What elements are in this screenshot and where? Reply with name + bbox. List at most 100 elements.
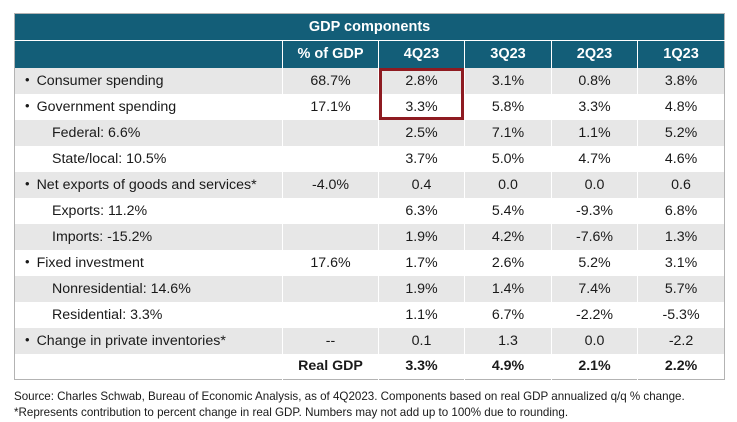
table-row: • Consumer spending 68.7% 2.8% 3.1% 0.8% 3.8% xyxy=(14,67,725,94)
row-label: • Net exports of goods and services* xyxy=(14,171,283,198)
real-gdp-label: Real GDP xyxy=(282,353,379,380)
row-label: Imports: -15.2% xyxy=(14,223,283,250)
column-header-blank xyxy=(14,40,283,68)
value-1q23: 4.8% xyxy=(636,93,725,120)
table-row: • Change in private inventories* -- 0.1 1.3 0… xyxy=(14,327,725,354)
value-1q23: 3.8% xyxy=(636,67,725,94)
bullet-icon: • xyxy=(25,331,30,347)
value-4q23: 1.9% xyxy=(378,275,465,302)
gdp-components-table: GDP components % of GDP 4Q23 3Q23 2Q23 1Q23 … xyxy=(14,13,726,380)
value-3q23: 5.8% xyxy=(464,93,552,120)
row-label xyxy=(14,353,283,380)
column-header-4q23: 4Q23 xyxy=(378,40,465,68)
row-label: • Government spending xyxy=(14,93,283,120)
value-3q23: 5.4% xyxy=(464,197,552,224)
value-4q23: 0.1 xyxy=(378,327,465,354)
title-row: GDP components xyxy=(14,13,725,41)
pct-of-gdp-value xyxy=(282,223,379,250)
source-line-2: *Represents contribution to percent chan… xyxy=(14,406,569,420)
pct-of-gdp-value xyxy=(282,197,379,224)
value-2q23: -2.2% xyxy=(551,301,638,328)
value-4q23: 6.3% xyxy=(378,197,465,224)
value-2q23: 0.8% xyxy=(551,67,638,94)
pct-of-gdp-value: 17.1% xyxy=(282,93,379,120)
column-header-1q23: 1Q23 xyxy=(636,40,725,68)
value-2q23: 7.4% xyxy=(551,275,638,302)
value-2q23: -7.6% xyxy=(551,223,638,250)
pct-of-gdp-value: 68.7% xyxy=(282,67,379,94)
value-3q23: 5.0% xyxy=(464,145,552,172)
value-4q23: 0.4 xyxy=(378,171,465,198)
value-3q23: 2.6% xyxy=(464,249,552,276)
pct-of-gdp-value xyxy=(282,145,379,172)
row-label: Nonresidential: 14.6% xyxy=(14,275,283,302)
value-1q23: -5.3% xyxy=(636,301,725,328)
table-row: Residential: 3.3% 1.1% 6.7% -2.2% -5.3% xyxy=(14,301,725,328)
table-row: Federal: 6.6% 2.5% 7.1% 1.1% 5.2% xyxy=(14,119,725,146)
value-1q23: 3.1% xyxy=(636,249,725,276)
pct-of-gdp-value xyxy=(282,119,379,146)
row-label: Federal: 6.6% xyxy=(14,119,283,146)
value-2q23: 4.7% xyxy=(551,145,638,172)
value-1q23: -2.2 xyxy=(636,327,725,354)
table-body: • Consumer spending 68.7% 2.8% 3.1% 0.8% 3.8% •… xyxy=(14,67,725,380)
source-line-1: Source: Charles Schwab, Bureau of Econom… xyxy=(14,390,685,403)
value-2q23: 0.0 xyxy=(551,171,638,198)
table-row: • Government spending 17.1% 3.3% 5.8% 3.3% 4.8… xyxy=(14,93,725,120)
value-4q23: 1.7% xyxy=(378,249,465,276)
value-2q23: -9.3% xyxy=(551,197,638,224)
value-4q23: 3.7% xyxy=(378,145,465,172)
bullet-icon: • xyxy=(25,253,30,269)
bullet-icon: • xyxy=(25,71,30,87)
real-gdp-value-2q23: 2.1% xyxy=(551,353,638,380)
value-3q23: 3.1% xyxy=(464,67,552,94)
row-label: • Consumer spending xyxy=(14,67,283,94)
value-2q23: 0.0 xyxy=(551,327,638,354)
value-4q23: 3.3% xyxy=(378,93,465,120)
value-3q23: 7.1% xyxy=(464,119,552,146)
row-label: State/local: 10.5% xyxy=(14,145,283,172)
source-note: Source: Charles Schwab, Bureau of Econom… xyxy=(14,389,724,422)
real-gdp-value-4q23: 3.3% xyxy=(378,353,465,380)
row-label: Exports: 11.2% xyxy=(14,197,283,224)
value-1q23: 6.8% xyxy=(636,197,725,224)
column-header-row: % of GDP 4Q23 3Q23 2Q23 1Q23 xyxy=(14,40,725,68)
row-label: Residential: 3.3% xyxy=(14,301,283,328)
pct-of-gdp-value xyxy=(282,275,379,302)
value-1q23: 5.2% xyxy=(636,119,725,146)
value-1q23: 4.6% xyxy=(636,145,725,172)
column-header-3q23: 3Q23 xyxy=(464,40,552,68)
value-1q23: 5.7% xyxy=(636,275,725,302)
column-header-2q23: 2Q23 xyxy=(551,40,638,68)
value-4q23: 1.1% xyxy=(378,301,465,328)
pct-of-gdp-value: -4.0% xyxy=(282,171,379,198)
table-row: State/local: 10.5% 3.7% 5.0% 4.7% 4.6% xyxy=(14,145,725,172)
real-gdp-value-3q23: 4.9% xyxy=(464,353,552,380)
table-row: • Net exports of goods and services* -4.0%… xyxy=(14,171,725,198)
column-header-of-gdp: % of GDP xyxy=(282,40,379,68)
table-row: • Fixed investment 17.6% 1.7% 2.6% 5.2% 3.1% xyxy=(14,249,725,276)
value-3q23: 6.7% xyxy=(464,301,552,328)
pct-of-gdp-value: 17.6% xyxy=(282,249,379,276)
pct-of-gdp-value xyxy=(282,301,379,328)
bullet-icon: • xyxy=(25,97,30,113)
row-label: • Change in private inventories* xyxy=(14,327,283,354)
value-2q23: 5.2% xyxy=(551,249,638,276)
value-2q23: 3.3% xyxy=(551,93,638,120)
value-4q23: 1.9% xyxy=(378,223,465,250)
value-3q23: 0.0 xyxy=(464,171,552,198)
table-title: GDP components xyxy=(14,13,725,41)
row-label: • Fixed investment xyxy=(14,249,283,276)
value-4q23: 2.8% xyxy=(378,67,465,94)
real-gdp-row: Real GDP 3.3% 4.9% 2.1% 2.2% xyxy=(14,353,725,380)
pct-of-gdp-value: -- xyxy=(282,327,379,354)
value-4q23: 2.5% xyxy=(378,119,465,146)
table-row: Exports: 11.2% 6.3% 5.4% -9.3% 6.8% xyxy=(14,197,725,224)
value-1q23: 0.6 xyxy=(636,171,725,198)
table-row: Nonresidential: 14.6% 1.9% 1.4% 7.4% 5.7% xyxy=(14,275,725,302)
table-row: Imports: -15.2% 1.9% 4.2% -7.6% 1.3% xyxy=(14,223,725,250)
value-2q23: 1.1% xyxy=(551,119,638,146)
bullet-icon: • xyxy=(25,175,30,191)
value-3q23: 4.2% xyxy=(464,223,552,250)
